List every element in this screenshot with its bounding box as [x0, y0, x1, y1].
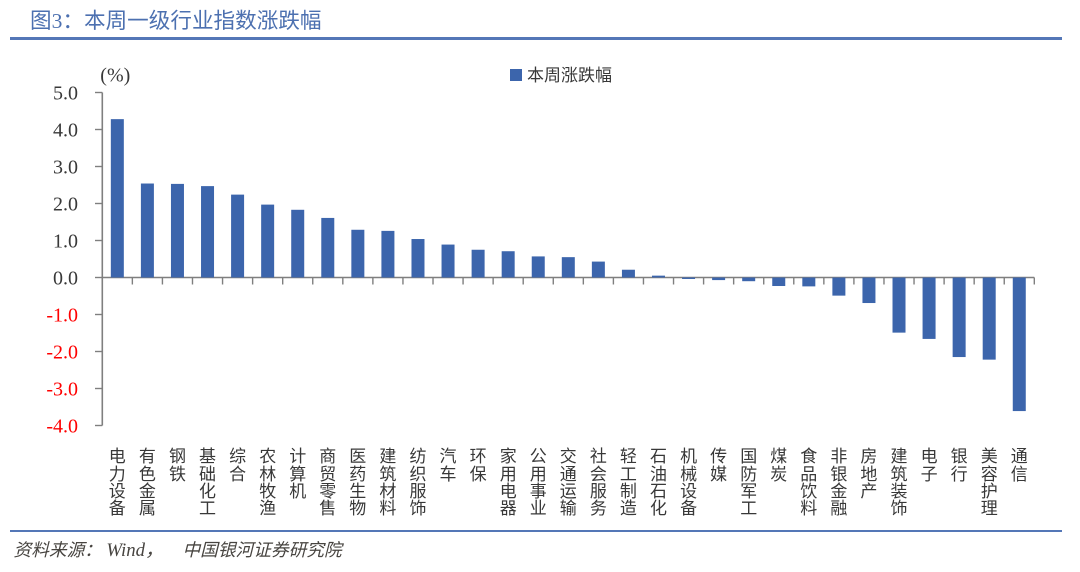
- svg-text:-1.0: -1.0: [46, 305, 78, 327]
- svg-text:4.0: 4.0: [53, 120, 78, 142]
- svg-text:-4.0: -4.0: [46, 416, 78, 438]
- svg-text:(%): (%): [100, 65, 130, 87]
- svg-text:0.0: 0.0: [53, 268, 78, 290]
- svg-text:-2.0: -2.0: [46, 342, 78, 364]
- svg-text:本周涨跌幅: 本周涨跌幅: [527, 66, 612, 85]
- svg-text:1.0: 1.0: [53, 231, 78, 253]
- svg-text:3.0: 3.0: [53, 157, 78, 179]
- svg-text:-3.0: -3.0: [46, 379, 78, 401]
- svg-text:2.0: 2.0: [53, 194, 78, 216]
- svg-text:5.0: 5.0: [53, 83, 78, 105]
